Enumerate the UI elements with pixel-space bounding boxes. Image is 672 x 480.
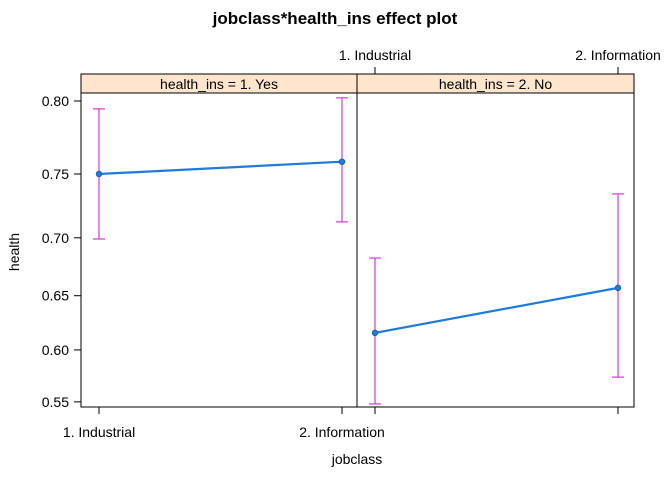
- effect-line: [98, 160, 343, 176]
- chart-title: jobclass*health_ins effect plot: [212, 9, 458, 28]
- panels-layer: health_ins = 1. Yes health_ins = 2. No: [80, 73, 635, 408]
- y-axis-title: health: [6, 233, 22, 271]
- x-tick-label-top: 1. Industrial: [339, 47, 411, 63]
- panel: health_ins = 2. No: [356, 73, 635, 408]
- panel-frame: [356, 92, 635, 408]
- y-tick-label: 0.65: [42, 288, 69, 304]
- strip-label: health_ins = 2. No: [439, 76, 552, 92]
- x-tick-label: 2. Information: [299, 424, 385, 440]
- x-tick-label-top: 2. Information: [575, 47, 661, 63]
- y-tick-label: 0.70: [42, 230, 69, 246]
- data-point: [95, 170, 103, 178]
- x-axis-title: jobclass: [331, 451, 383, 467]
- panel-frame: [80, 92, 358, 408]
- effect-line: [374, 286, 619, 334]
- y-tick-label: 0.60: [42, 342, 69, 358]
- data-point: [371, 329, 379, 337]
- y-tick-label: 0.55: [42, 394, 69, 410]
- data-point: [338, 158, 346, 165]
- data-point: [614, 284, 622, 292]
- x-tick-label: 1. Industrial: [63, 424, 135, 440]
- panel: health_ins = 1. Yes: [80, 73, 358, 408]
- axes-layer: 0.55 0.60 0.65 0.70 0.75 0.80 1. Industrial 2. …: [42, 47, 661, 440]
- y-tick-label: 0.80: [42, 93, 69, 109]
- strip-label: health_ins = 1. Yes: [160, 76, 278, 92]
- y-tick-label: 0.75: [42, 166, 69, 182]
